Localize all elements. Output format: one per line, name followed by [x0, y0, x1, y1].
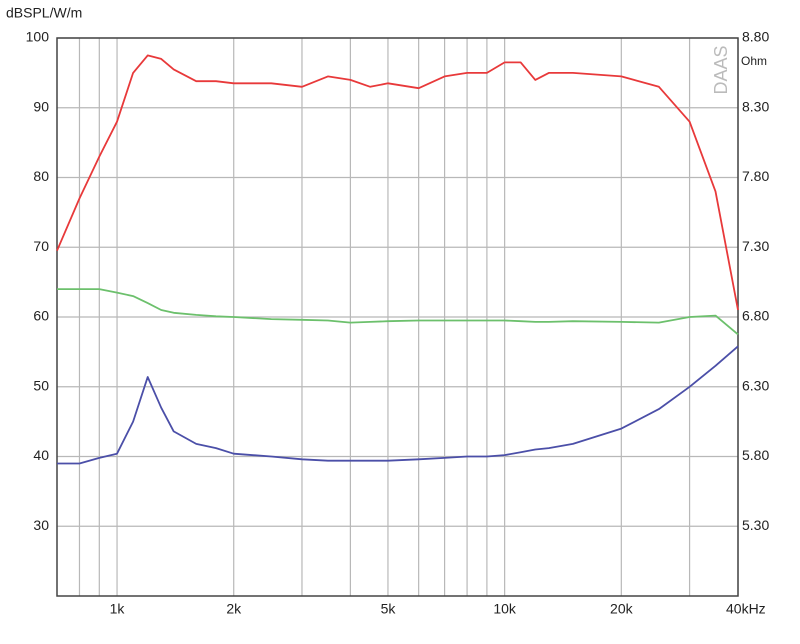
y2-tick-label: 8.30 — [742, 98, 769, 114]
y-axis-title: dBSPL/W/m — [6, 5, 82, 21]
y2-tick-label: 5.30 — [742, 517, 769, 533]
y-tick-label: 80 — [33, 168, 49, 184]
series-line — [57, 345, 739, 465]
series-line — [56, 54, 739, 311]
x-tick-label: 20k — [610, 601, 634, 617]
y2-tick-label: 6.80 — [742, 308, 769, 324]
x-tick-label: 5k — [381, 601, 397, 617]
y-tick-label: 100 — [26, 29, 50, 45]
y-tick-label: 60 — [33, 308, 49, 324]
plot-frame — [56, 37, 739, 597]
y2-tick-label: 8.80 — [742, 29, 769, 45]
y2-tick-label: 6.30 — [742, 377, 769, 393]
x-tick-label: 10k — [493, 601, 517, 617]
y-tick-label: 40 — [33, 447, 49, 463]
y2-tick-label: 7.30 — [742, 238, 769, 254]
y2-axis-title: Ohm — [741, 54, 767, 68]
y2-tick-label: 7.80 — [742, 168, 769, 184]
series-line — [57, 288, 739, 336]
y2-tick-label: 5.80 — [742, 447, 769, 463]
y-tick-label: 30 — [33, 517, 49, 533]
watermark: DAAS — [711, 45, 731, 94]
x-tick-label: 40kHz — [726, 601, 766, 617]
x-tick-label: 1k — [110, 601, 126, 617]
y-tick-label: 50 — [33, 377, 49, 393]
y-tick-label: 90 — [33, 98, 49, 114]
y-tick-label: 70 — [33, 238, 49, 254]
x-tick-label: 2k — [226, 601, 242, 617]
